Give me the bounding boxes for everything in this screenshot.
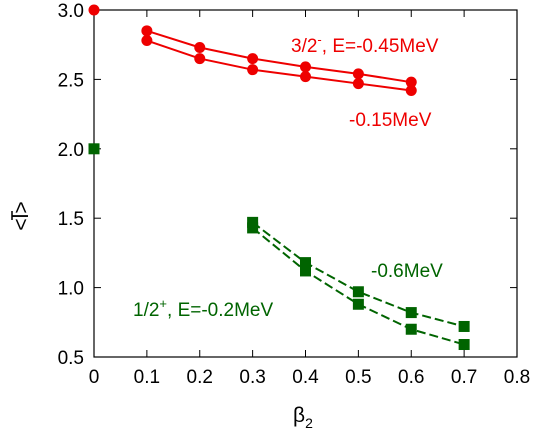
- data-point: [88, 4, 100, 16]
- data-point: [300, 265, 311, 277]
- data-point: [458, 339, 470, 351]
- data-point: [300, 71, 311, 83]
- y-tick-label: 2.5: [58, 70, 84, 91]
- data-point: [247, 222, 259, 234]
- y-axis-label: <l>: [10, 201, 33, 230]
- data-point: [405, 85, 417, 97]
- data-point: [141, 35, 153, 47]
- y-tick-label: 3.0: [58, 1, 84, 22]
- x-tick-label: 0.5: [345, 367, 371, 388]
- data-point: [247, 216, 259, 228]
- x-axis-label: β2: [293, 404, 313, 431]
- x-tick-label: 0.6: [398, 367, 424, 388]
- annotation-green-second: -0.6MeV: [371, 261, 443, 282]
- data-point: [88, 143, 100, 155]
- data-point: [352, 68, 364, 80]
- y-tick-label: 0.5: [58, 348, 84, 369]
- series-line: [146, 39, 412, 92]
- data-point: [405, 307, 417, 319]
- x-tick-label: 0.3: [239, 367, 265, 388]
- x-tick-label: 0.2: [187, 367, 213, 388]
- data-point: [194, 41, 206, 53]
- data-point: [247, 53, 259, 65]
- data-point: [194, 53, 206, 65]
- series-line: [252, 221, 465, 328]
- data-point: [405, 323, 417, 335]
- annotation-red-main: 3/2-, E=-0.45MeV: [291, 32, 439, 57]
- annotation-green-main: 1/2+, E=-0.2MeV: [133, 296, 273, 321]
- x-tick-label: 0.1: [134, 367, 160, 388]
- data-point: [141, 25, 153, 37]
- data-point: [458, 320, 470, 332]
- data-point: [352, 78, 364, 90]
- data-point: [300, 257, 311, 269]
- data-point: [405, 76, 417, 88]
- plot-area: 0 0.1 0.2 0.3 0.4 0.5 0.6 0.7 0.8 0.5 1.0 1.5 2.0 2.5…: [58, 1, 531, 388]
- data-point: [247, 64, 259, 76]
- data-point: [300, 61, 311, 73]
- data-point: [352, 286, 364, 298]
- data-point: [352, 298, 364, 310]
- x-tick-label: 0.4: [292, 367, 319, 388]
- y-tick-label: 1.5: [58, 209, 84, 230]
- y-tick-label: 1.0: [58, 279, 84, 300]
- x-tick-label: 0.7: [451, 367, 477, 388]
- x-tick-label: 0.8: [504, 367, 530, 388]
- series-line: [146, 29, 412, 84]
- annotation-red-second: -0.15MeV: [349, 110, 432, 131]
- x-tick-label: 0: [89, 367, 100, 388]
- svg-text:<l>: <l>: [10, 201, 33, 230]
- y-tick-label: 2.0: [58, 140, 84, 161]
